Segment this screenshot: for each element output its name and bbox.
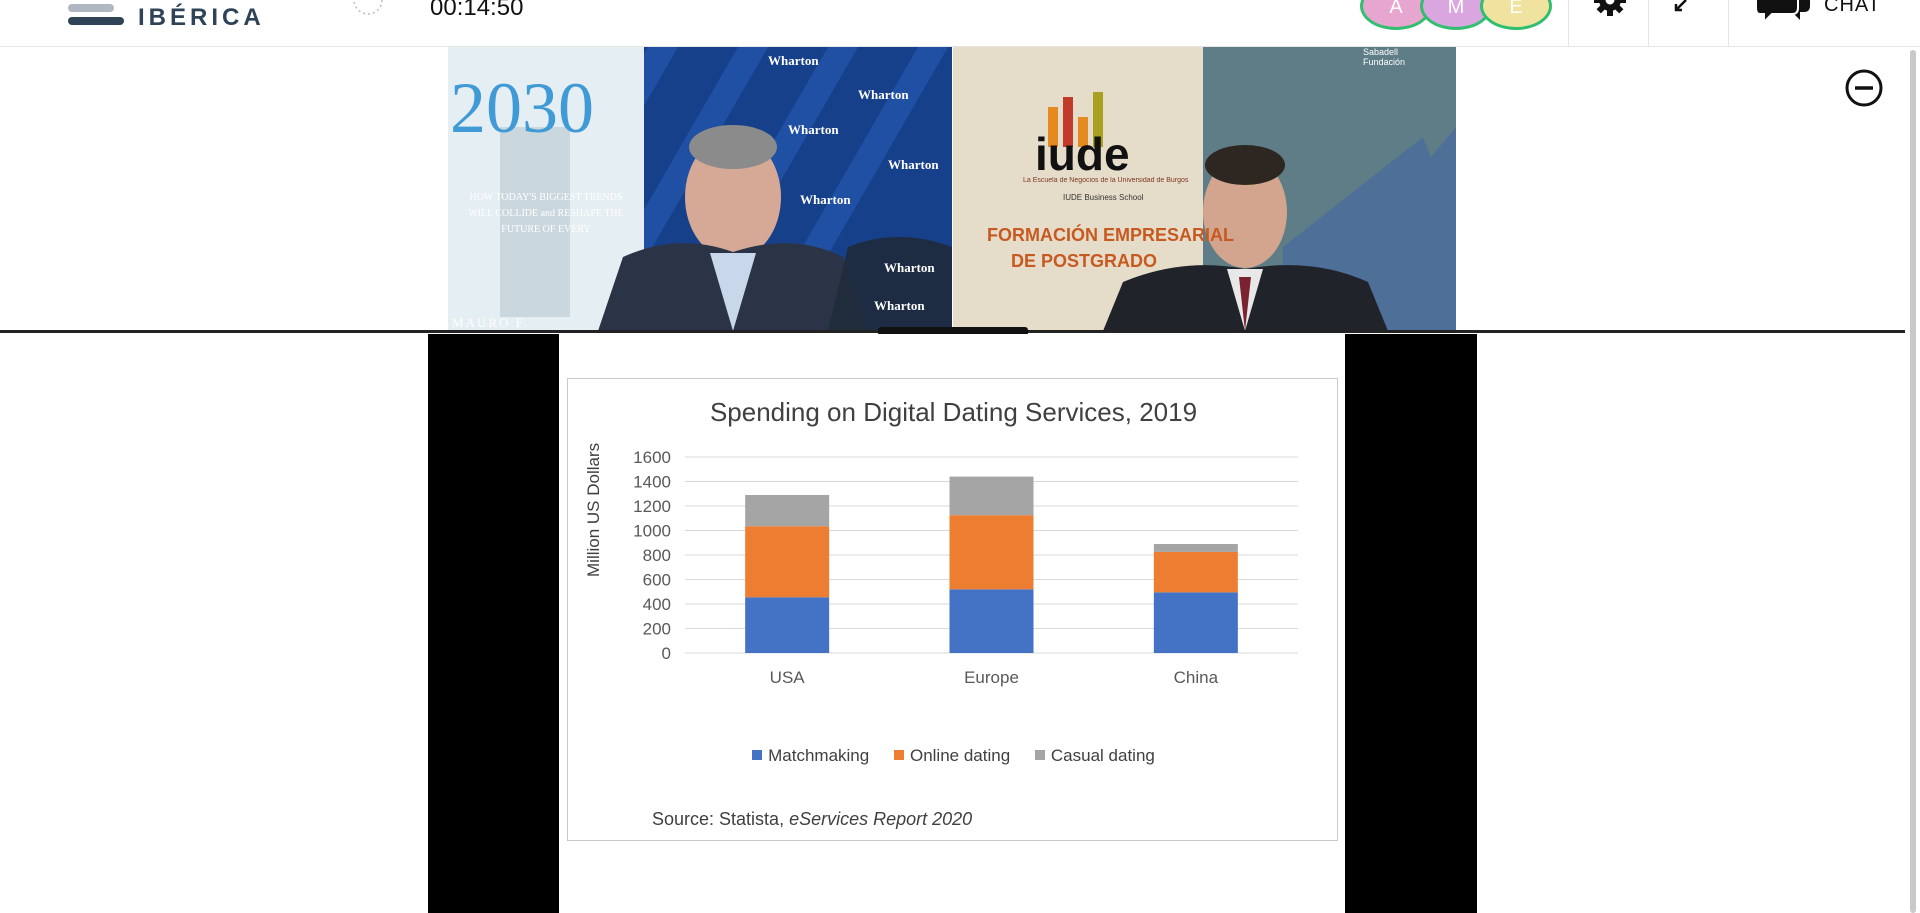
y-tick-label: 1400 xyxy=(633,473,671,492)
backdrop-logo: Wharton xyxy=(858,87,909,102)
y-tick-label: 800 xyxy=(643,546,671,565)
logo-mark xyxy=(68,0,124,30)
bar-segment xyxy=(949,476,1034,516)
banner-logo: iude xyxy=(1035,128,1130,180)
x-tick-label: USA xyxy=(770,668,806,687)
vertical-scrollbar[interactable] xyxy=(1910,50,1916,913)
bar-segment xyxy=(949,589,1034,653)
chart: Spending on Digital Dating Services, 201… xyxy=(567,378,1338,841)
bar-segment xyxy=(745,597,830,653)
backdrop-logo: Wharton xyxy=(884,260,935,275)
speaker-1-video xyxy=(448,47,952,331)
book-year: 2030 xyxy=(450,68,594,148)
shared-slide-area: Spending on Digital Dating Services, 201… xyxy=(428,334,1477,913)
chat-button-label[interactable]: CHAT xyxy=(1824,0,1881,16)
collapse-arrow-icon[interactable] xyxy=(1670,0,1694,20)
y-tick-label: 400 xyxy=(643,595,671,614)
bar-segment xyxy=(1153,543,1238,552)
video-strip: 2030 HOW TODAY'S BIGGEST TRENDS WILL COL… xyxy=(448,47,1456,331)
backdrop-logo: Wharton xyxy=(768,53,819,68)
session-timer: 00:14:50 xyxy=(430,0,524,21)
slide-page: Spending on Digital Dating Services, 201… xyxy=(559,334,1345,913)
minimize-icon[interactable] xyxy=(1844,68,1884,108)
y-tick-label: 1600 xyxy=(633,448,671,467)
video-tile-speaker-1[interactable]: 2030 HOW TODAY'S BIGGEST TRENDS WILL COL… xyxy=(448,47,952,331)
book-author: MAURO F. xyxy=(452,315,530,330)
banner-headline: FORMACIÓN EMPRESARIAL xyxy=(987,225,1234,245)
backdrop-logo: Wharton xyxy=(874,298,925,313)
header-divider xyxy=(1728,0,1729,46)
bar-segment xyxy=(745,526,830,598)
top-bar: IBÉRICA 00:14:50 A M E CHAT xyxy=(0,0,1920,47)
legend-item-online-dating: Online dating xyxy=(893,746,1010,766)
bar-segment xyxy=(1153,592,1238,653)
legend-item-matchmaking: Matchmaking xyxy=(752,746,869,766)
bar-segment xyxy=(1153,551,1238,593)
banner-headline: DE POSTGRADO xyxy=(1011,251,1158,271)
backdrop-logo: Wharton xyxy=(788,122,839,137)
participant-avatar[interactable]: E xyxy=(1480,0,1552,30)
banner-school: IUDE Business School xyxy=(1063,193,1144,202)
banner-tagline: La Escuela de Negocios de la Universidad… xyxy=(1023,177,1189,184)
bar-segment xyxy=(949,515,1034,590)
header-divider xyxy=(1568,0,1569,46)
x-tick-label: Europe xyxy=(964,668,1019,687)
chart-plot: 0 200 400 600 800 1000 1200 1400 1600 USA Europe Ch… xyxy=(633,448,1298,687)
backdrop-logo: Wharton xyxy=(800,192,851,207)
sponsor-logo: Sabadell Fundación xyxy=(1363,47,1406,67)
slide-source: Source: Statista, eServices Report 2020 xyxy=(652,809,973,829)
speaker-2-video xyxy=(953,47,1456,331)
x-tick-label: China xyxy=(1174,668,1219,687)
resize-handle[interactable] xyxy=(878,327,1028,336)
chart-legend: Matchmaking Online dating Casual dating xyxy=(568,746,1339,766)
brand-name: IBÉRICA xyxy=(138,4,265,31)
gear-icon[interactable] xyxy=(1590,0,1630,24)
backdrop-logo: Wharton xyxy=(888,157,939,172)
book-subtitle: HOW TODAY'S BIGGEST TRENDS WILL COLLIDE … xyxy=(468,192,624,235)
timer-icon xyxy=(353,0,383,15)
y-tick-label: 600 xyxy=(643,571,671,590)
chart-title: Spending on Digital Dating Services, 201… xyxy=(709,397,1198,427)
y-tick-label: 0 xyxy=(662,644,671,663)
header-divider xyxy=(1648,0,1649,46)
legend-item-casual-dating: Casual dating xyxy=(1034,746,1155,766)
video-tile-speaker-2[interactable]: iude La Escuela de Negocios de la Univer… xyxy=(953,47,1456,331)
y-tick-label: 1200 xyxy=(633,497,671,516)
chat-icon[interactable] xyxy=(1756,0,1812,24)
bar-segment xyxy=(745,494,830,527)
y-tick-label: 200 xyxy=(643,620,671,639)
y-tick-label: 1000 xyxy=(633,522,671,541)
